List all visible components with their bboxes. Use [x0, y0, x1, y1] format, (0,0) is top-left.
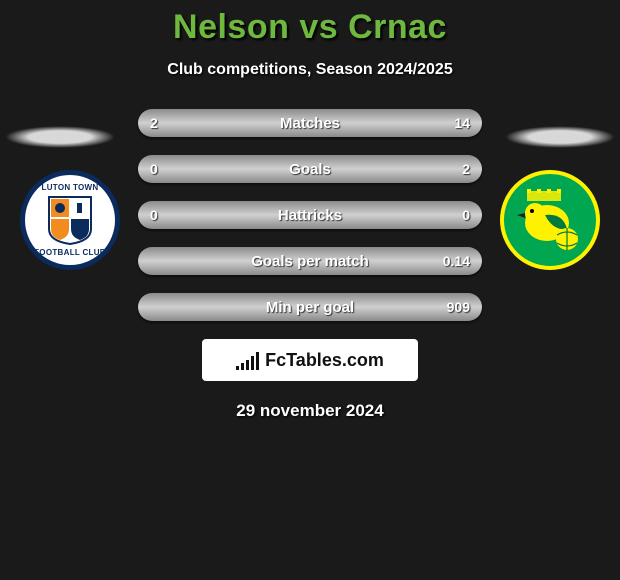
stat-row-goals: 0 Goals 2 [138, 155, 482, 183]
stat-label: Min per goal [138, 299, 482, 316]
page-subtitle: Club competitions, Season 2024/2025 [0, 61, 620, 79]
stat-row-hattricks: 0 Hattricks 0 [138, 201, 482, 229]
brand-bars-icon [236, 350, 259, 370]
stat-label: Hattricks [138, 207, 482, 224]
stat-right-value: 14 [440, 115, 470, 131]
stat-label: Goals per match [138, 253, 482, 270]
stat-right-value: 0 [440, 207, 470, 223]
stat-right-value: 2 [440, 161, 470, 177]
stat-label: Goals [138, 161, 482, 178]
brand-badge[interactable]: FcTables.com [202, 339, 418, 381]
stat-right-value: 0.14 [440, 253, 470, 269]
page-title: Nelson vs Crnac [0, 0, 620, 47]
date-text: 29 november 2024 [0, 401, 620, 421]
brand-text: FcTables.com [265, 350, 384, 371]
stat-row-mpg: Min per goal 909 [138, 293, 482, 321]
stat-right-value: 909 [440, 299, 470, 315]
stats-table: 2 Matches 14 0 Goals 2 0 Hattricks 0 Goa… [0, 109, 620, 321]
stat-row-gpm: Goals per match 0.14 [138, 247, 482, 275]
stat-row-matches: 2 Matches 14 [138, 109, 482, 137]
stat-label: Matches [138, 115, 482, 132]
